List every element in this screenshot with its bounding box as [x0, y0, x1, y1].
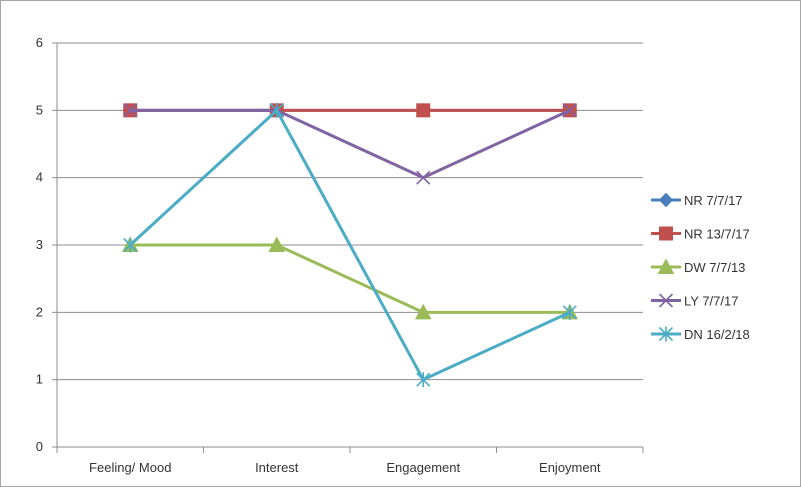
y-tick-label-1: 1	[36, 372, 43, 387]
data-point-s2-p1	[268, 236, 286, 252]
data-point-s3-p3	[562, 103, 577, 118]
x-tick-label-0: Feeling/ Mood	[89, 460, 171, 475]
data-point-s2-p2	[414, 303, 432, 320]
legend-marker-4	[658, 326, 674, 342]
y-tick-label-4: 4	[36, 170, 43, 185]
data-point-s3-p0	[123, 103, 138, 118]
legend-marker-0	[658, 192, 674, 208]
data-point-s4-p2	[416, 372, 431, 388]
y-tick-label-0: 0	[36, 439, 43, 454]
data-point-s3-p2	[416, 170, 431, 185]
y-tick-label-5: 5	[36, 102, 43, 117]
data-point-s4-p0	[123, 237, 138, 253]
y-tick-label-3: 3	[36, 237, 43, 252]
y-tick-label-2: 2	[36, 304, 43, 319]
x-tick-label-1: Interest	[255, 460, 299, 475]
x-tick-label-2: Engagement	[386, 460, 460, 475]
legend-label-4: DN 16/2/18	[684, 327, 750, 342]
legend-label-0: NR 7/7/17	[684, 193, 743, 208]
legend-label-2: DW 7/7/13	[684, 260, 745, 275]
data-point-s1-p2	[416, 103, 431, 118]
y-tick-label-6: 6	[36, 35, 43, 50]
legend-marker-3	[658, 293, 674, 308]
series-line-2	[130, 243, 570, 314]
series-line-4	[129, 108, 571, 382]
series-line-3	[130, 108, 571, 180]
legend-label-3: LY 7/7/17	[684, 294, 738, 309]
data-point-s4-p1	[269, 102, 284, 118]
legend-marker-1	[659, 226, 673, 241]
x-tick-label-3: Enjoyment	[539, 460, 601, 475]
legend-label-1: NR 13/7/17	[684, 227, 750, 242]
data-point-s4-p3	[562, 304, 577, 320]
legend-marker-2	[657, 258, 675, 274]
